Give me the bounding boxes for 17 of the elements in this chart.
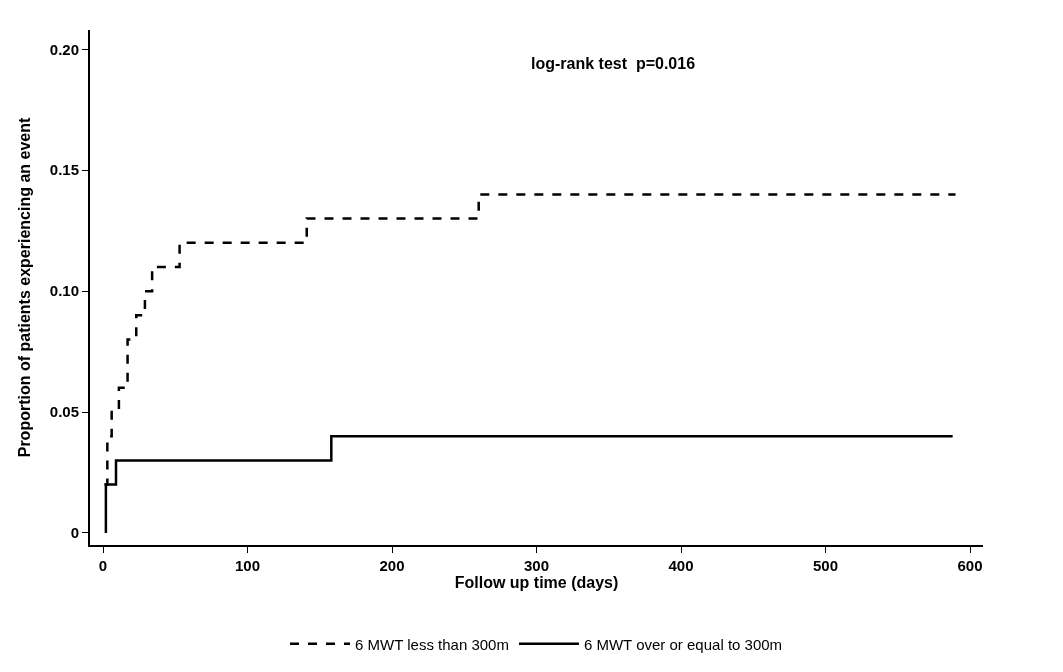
x-tick-label: 300 xyxy=(523,557,550,574)
y-axis-title: Proportion of patients experiencing an event xyxy=(16,117,34,458)
x-tick-label: 400 xyxy=(668,557,694,574)
y-tick-label: 0.05 xyxy=(49,403,79,421)
annotation: log-rank test p=0.016 xyxy=(531,55,696,72)
x-axis-title: Follow up time (days) xyxy=(454,574,619,591)
y-tick-label: 0.15 xyxy=(49,161,79,179)
x-tick-label: 0 xyxy=(98,557,108,574)
x-tick-label: 200 xyxy=(379,557,405,574)
y-tick-label: 0.10 xyxy=(49,282,79,300)
legend-label: 6 MWT over or equal to 300m xyxy=(583,635,783,653)
x-tick-label: 600 xyxy=(957,557,983,574)
x-tick-label: 100 xyxy=(234,557,261,574)
legend-label: 6 MWT less than 300m xyxy=(355,635,509,653)
x-tick-label: 500 xyxy=(812,557,839,574)
y-tick-label: 0 xyxy=(70,524,79,542)
y-tick-label: 0.20 xyxy=(49,40,79,58)
